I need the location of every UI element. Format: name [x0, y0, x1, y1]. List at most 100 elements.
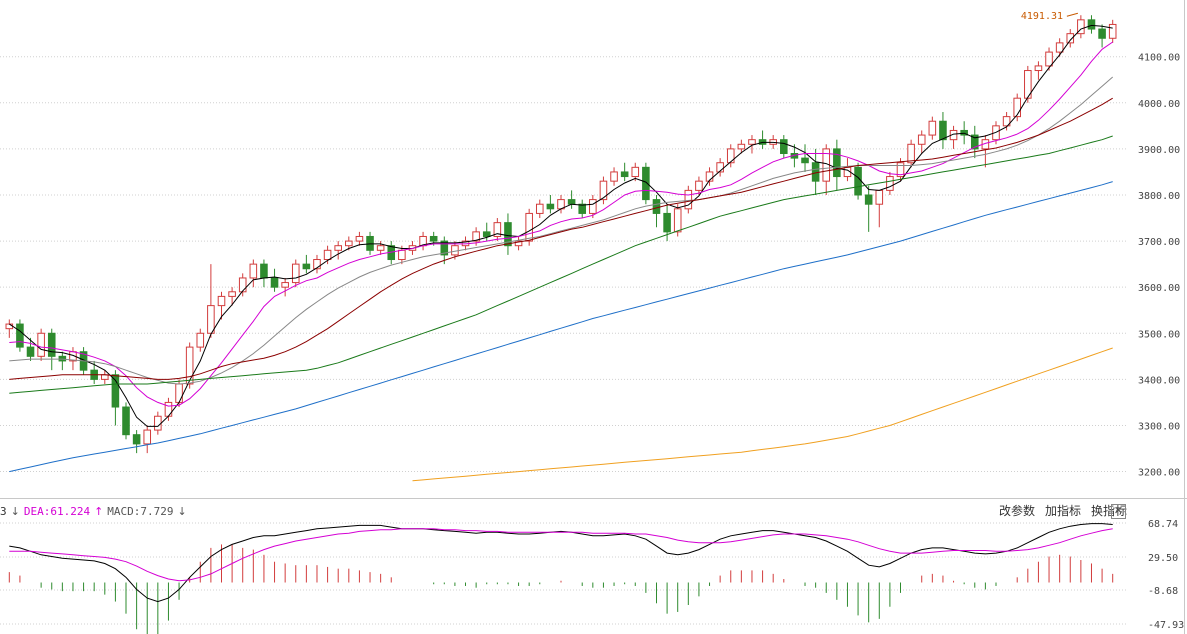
- candle-body: [132, 434, 141, 445]
- candle-body: [578, 203, 587, 214]
- candle-body: [185, 346, 194, 385]
- candle-body: [854, 166, 862, 196]
- candle-body: [217, 295, 226, 307]
- candle-body: [270, 277, 279, 288]
- prefix-arrow-icon: ↓: [10, 504, 20, 518]
- candle-body: [482, 231, 491, 237]
- y-tick-label: 3800.00: [1138, 191, 1180, 202]
- y-tick-label: 3400.00: [1138, 375, 1180, 386]
- y-tick-label: 3200.00: [1138, 468, 1180, 479]
- candle-body: [1108, 23, 1117, 39]
- dea-line: [9, 528, 1113, 582]
- macd-y-tick-label: 68.74: [1148, 519, 1178, 530]
- candle-body: [589, 199, 597, 214]
- candle-body: [748, 139, 756, 145]
- macd-y-tick-label: -47.93: [1148, 620, 1184, 631]
- candle-body: [705, 171, 714, 182]
- candle-body: [780, 139, 788, 155]
- candle-body: [260, 263, 268, 279]
- macd-value: MACD:7.729: [107, 504, 174, 518]
- candle-body: [366, 235, 374, 251]
- candle-body: [610, 171, 618, 182]
- candle-body: [249, 263, 258, 279]
- switch-indicator-button[interactable]: 换指标: [1090, 504, 1127, 518]
- ma-line-ma5: [9, 24, 1113, 427]
- candle-body: [26, 346, 35, 357]
- candle-body: [334, 245, 342, 251]
- candle-body: [546, 203, 555, 210]
- candle-body: [164, 401, 173, 417]
- macd-y-tick-label: -8.68: [1148, 586, 1178, 597]
- modify-params-button[interactable]: 改参数: [998, 504, 1035, 518]
- indicator-prefix: 3: [0, 504, 7, 518]
- candle-body: [801, 157, 809, 164]
- candle-body: [37, 332, 45, 357]
- candle-body: [864, 194, 873, 205]
- macd-indicator-values: 3 ↓ DEA:61.224 ↑ MACD:7.729 ↓: [0, 503, 187, 519]
- add-indicator-button[interactable]: 加指标: [1044, 504, 1081, 518]
- candle-body: [663, 212, 671, 233]
- y-tick-label: 3300.00: [1138, 421, 1180, 432]
- candle-body: [196, 332, 205, 348]
- candle-body: [652, 199, 661, 214]
- candle-body: [1013, 97, 1021, 118]
- candle-body: [811, 162, 820, 182]
- dea-value: DEA:61.224: [23, 504, 91, 518]
- candle-body: [535, 203, 544, 214]
- candle-body: [737, 143, 746, 150]
- candle-body: [928, 120, 937, 136]
- candle-body: [291, 263, 300, 284]
- main-kline-chart[interactable]: 4100.00 4000.00 3900.00 3800.00 3700.00 3600.…: [0, 0, 1187, 498]
- candle-body: [1055, 42, 1064, 53]
- candle-body: [355, 235, 364, 242]
- y-tick-label: 3500.00: [1138, 329, 1180, 340]
- macd-arrow-icon: ↓: [177, 504, 187, 518]
- candle-body: [726, 148, 735, 164]
- y-tick-label: 4000.00: [1138, 99, 1180, 110]
- right-border: [1184, 0, 1185, 634]
- candle-body: [970, 134, 979, 150]
- ma-line-ma60: [9, 135, 1113, 394]
- ma-line-ma250: [412, 347, 1113, 482]
- candle-body: [599, 180, 608, 201]
- candle-body: [504, 222, 512, 247]
- candle-body: [917, 134, 926, 145]
- candle-body: [302, 263, 311, 270]
- candle-body: [238, 277, 247, 293]
- y-tick-label: 3600.00: [1138, 283, 1180, 294]
- candle-body: [122, 406, 130, 436]
- macd-y-tick-label: 29.50: [1148, 553, 1178, 564]
- indicator-toolbar: 改参数 加指标 换指标: [999, 502, 1127, 519]
- candle-body: [886, 176, 894, 191]
- candle-body: [695, 180, 703, 191]
- candle-body: [175, 383, 183, 403]
- candle-body: [376, 245, 385, 251]
- ma-line-ma20: [9, 76, 1114, 385]
- candle-body: [143, 429, 152, 445]
- ma-line-ma120: [9, 181, 1113, 473]
- candle-body: [1077, 19, 1085, 35]
- candle-body: [5, 323, 14, 330]
- y-tick-label: 3700.00: [1138, 237, 1180, 248]
- candle-body: [398, 249, 406, 261]
- candle-body: [47, 332, 56, 357]
- candle-body: [154, 415, 162, 431]
- candle-body: [684, 189, 693, 210]
- candle-body: [642, 166, 650, 201]
- candle-body: [833, 148, 841, 178]
- candle-body: [16, 323, 24, 348]
- candle-body: [1034, 65, 1043, 72]
- candle-body: [907, 143, 915, 164]
- candle-body: [896, 162, 905, 178]
- candle-body: [567, 199, 576, 205]
- macd-chart[interactable]: 68.74 29.50 -8.68 -47.93: [0, 499, 1187, 634]
- candle-body: [111, 374, 120, 408]
- candle-body: [875, 189, 884, 205]
- candle-body: [514, 240, 523, 247]
- candle-body: [493, 222, 502, 237]
- close-panel-button[interactable]: ✕: [1111, 504, 1126, 519]
- candle-body: [716, 162, 724, 173]
- ma-line-ma30: [9, 97, 1113, 380]
- y-tick-label: 3900.00: [1138, 145, 1180, 156]
- candle-body: [1098, 28, 1106, 39]
